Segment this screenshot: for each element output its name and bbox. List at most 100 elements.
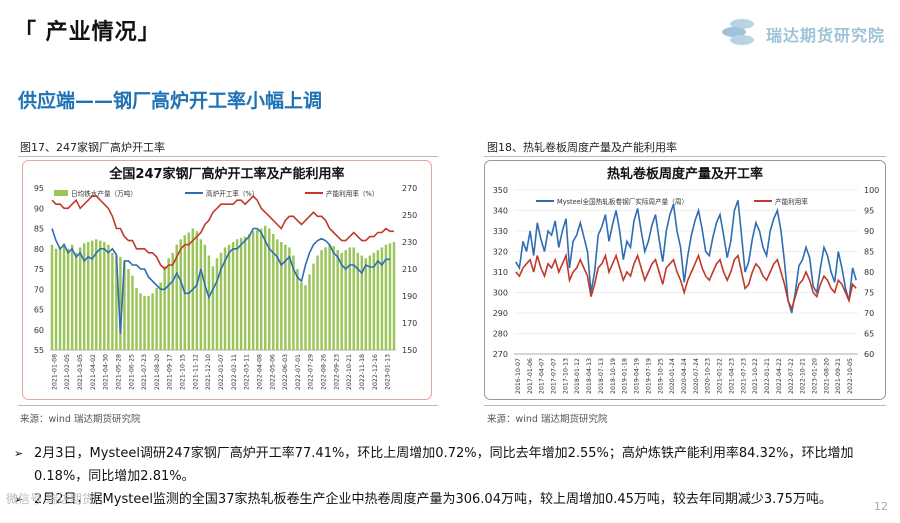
bullet-list: ➢ 2月3日，Mysteel调研247家钢厂高炉开工率77.41%，环比上周增加… (12, 442, 892, 511)
bar (99, 240, 102, 350)
x-tick-label: 2017-07-07 (551, 358, 558, 394)
right-axis-tick-label: 150 (402, 346, 417, 355)
left-axis-tick-label: 270 (493, 350, 508, 359)
x-tick-label: 2020-07-24 (693, 358, 700, 394)
left-axis-tick-label: 340 (493, 207, 508, 216)
x-tick-label: 2021-10-22 (752, 358, 759, 394)
right-axis-tick-label: 210 (402, 265, 417, 274)
x-tick-label: 2021-04-02 (90, 354, 97, 390)
x-tick-label: 2021-08-20 (823, 358, 830, 394)
bar (139, 293, 142, 350)
legend-swatch (54, 190, 68, 196)
chart17-source: 来源：wind 瑞达期货研究院 (20, 414, 141, 425)
bar (276, 239, 279, 350)
bar (147, 296, 150, 350)
x-tick-label: 2022-04-22 (776, 358, 783, 394)
chart18-caption: 图18、热轧卷板周度产量及产能利用率 (487, 141, 677, 154)
bar (255, 229, 259, 350)
chart17-caption: 图17、247家钢厂高炉开工率 (20, 141, 165, 154)
x-tick-label: 2022-01-07 (218, 354, 225, 390)
x-tick-label: 2018-07-13 (598, 358, 605, 394)
x-tick-label: 2022-04-08 (256, 354, 263, 390)
bar (239, 237, 243, 350)
left-axis-tick-label: 310 (493, 268, 508, 277)
x-tick-label: 2017-01-06 (527, 358, 534, 394)
bar (328, 244, 331, 350)
bar (163, 266, 166, 350)
legend-label: 日均铁水产量（万吨） (71, 189, 137, 198)
x-tick-label: 2021-08-20 (154, 354, 161, 390)
x-tick-label: 2018-10-19 (610, 358, 617, 394)
x-tick-label: 2018-01-12 (574, 358, 581, 394)
page-number: 12 (874, 500, 888, 513)
section-title: 供应端——钢厂高炉开工率小幅上调 (18, 90, 323, 112)
left-axis-tick-label: 320 (493, 248, 508, 257)
legend-label: 产能利用率 (775, 197, 808, 206)
bar (123, 262, 126, 350)
bar (131, 275, 134, 350)
bar (312, 263, 315, 350)
bar (392, 242, 396, 350)
bar (344, 250, 347, 350)
coins-icon (722, 19, 754, 45)
bullet-text: 2月2日，据Mysteel监测的全国37家热轧板卷生产企业中热卷周度产量为306… (34, 492, 832, 507)
left-axis-tick-label: 85 (34, 225, 44, 234)
bar (103, 242, 106, 350)
x-tick-label: 2019-07-19 (645, 358, 652, 394)
chart17-svg: 全国247家钢厂高炉开工率及产能利用率 95 90 85 80 75 70 65 60 55 270… (22, 160, 432, 400)
bar (151, 293, 154, 350)
bar (159, 282, 162, 350)
x-tick-label: 2021-06-25 (128, 354, 135, 390)
bar (372, 252, 376, 350)
bar (175, 244, 178, 350)
right-axis-tick-label: 75 (864, 289, 874, 298)
x-tick-label: 2023-01-13 (385, 354, 392, 390)
watermark: 微信号 瑞达期货 (6, 492, 94, 506)
series-line (51, 194, 394, 271)
right-axis-tick-label: 60 (864, 350, 874, 359)
chart17-figure: 全国247家钢厂高炉开工率及产能利用率 95 90 85 80 75 70 65 60 55 270… (22, 160, 432, 400)
bar (308, 274, 311, 350)
bar (360, 255, 364, 350)
bullet-item: ➢ 2月2日，据Mysteel监测的全国37家热轧板卷生产企业中热卷周度产量为3… (12, 488, 892, 511)
x-tick-label: 2022-01-21 (764, 358, 771, 394)
bar (70, 244, 74, 350)
bar (179, 239, 183, 350)
x-tick-label: 2022-06-03 (282, 354, 289, 390)
x-tick-label: 2022-07-22 (788, 358, 795, 394)
right-axis-tick-label: 95 (864, 207, 874, 216)
bar (380, 247, 384, 350)
bar (340, 252, 343, 350)
left-axis-tick-label: 280 (493, 330, 508, 339)
x-tick-label: 2019-04-19 (634, 358, 641, 394)
bullet-item: ➢ 2月3日，Mysteel调研247家钢厂高炉开工率77.41%，环比上周增加… (12, 442, 892, 488)
bar (195, 231, 199, 350)
bar (207, 255, 211, 350)
bar (227, 244, 231, 350)
bar (251, 231, 255, 350)
x-tick-label: 2021-03-05 (77, 354, 84, 390)
right-axis-tick-label: 270 (402, 184, 417, 193)
bar (356, 252, 360, 350)
chart18-source-divider (484, 405, 886, 406)
bar (352, 247, 356, 350)
chart-title: 全国247家钢厂高炉开工率及产能利用率 (108, 166, 344, 182)
right-axis-tick-label: 170 (402, 319, 417, 328)
bar (74, 252, 78, 350)
logo-text: 瑞达期货研究院 (766, 26, 886, 45)
left-axis-tick-label: 70 (34, 285, 44, 294)
x-tick-label: 2016-10-07 (515, 358, 522, 394)
x-tick-label: 2018-04-13 (586, 358, 593, 394)
right-axis-tick-label: 65 (864, 330, 874, 339)
right-axis-tick-label: 230 (402, 238, 417, 247)
right-axis-tick-label: 90 (864, 227, 874, 236)
bar (292, 255, 295, 350)
left-axis-tick-label: 290 (493, 309, 508, 318)
x-tick-label: 2019-10-25 (657, 358, 664, 394)
bar (115, 255, 118, 350)
bar (263, 225, 267, 350)
bar (127, 269, 130, 350)
chart17-source-divider (18, 405, 438, 406)
bar (376, 250, 380, 350)
bar (288, 247, 291, 350)
